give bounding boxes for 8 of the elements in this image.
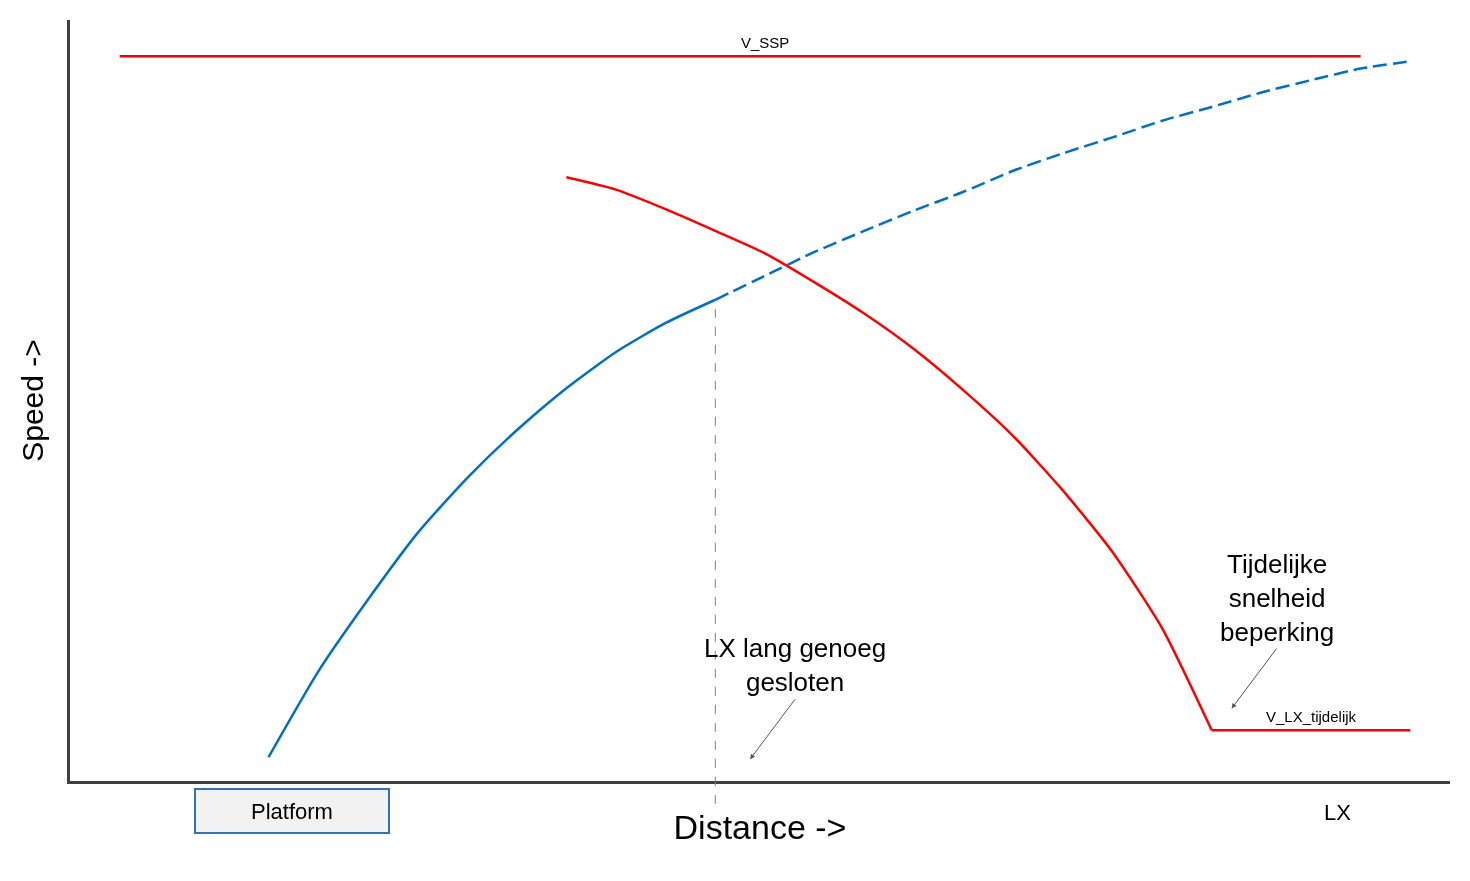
x-axis-title: Distance -> — [673, 807, 847, 846]
text: LX — [1324, 800, 1352, 825]
text: Platform — [251, 798, 333, 824]
y-axis-title: Speed -> — [16, 339, 49, 462]
series-label: V_LX_tijdelijk — [1266, 708, 1357, 725]
series-label: V_SSP — [741, 34, 790, 51]
annotation: LX lang genoeg gesloten — [704, 633, 887, 697]
annotation: Tijdelijke snelheid beperking — [1220, 549, 1335, 647]
